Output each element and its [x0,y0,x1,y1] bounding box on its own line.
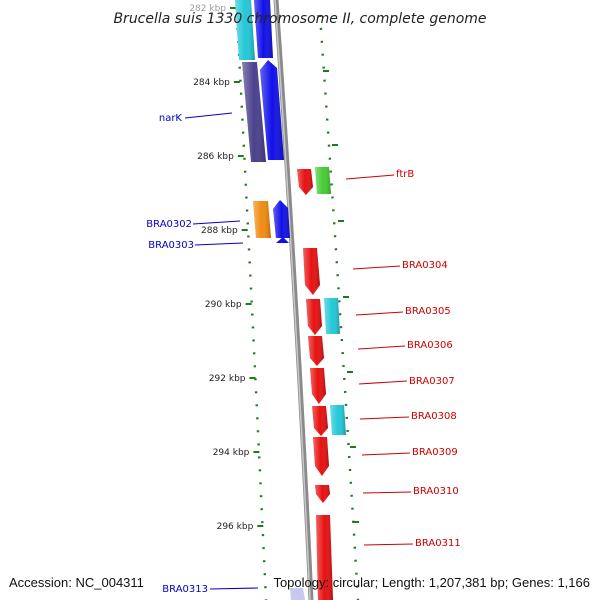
genome-backbone-highlight [274,0,311,600]
scale-tick-label: 290 kbp [205,300,242,310]
gene-labels: narK ftrB BRA0302 BRA0303 BRA0304 BRA030… [146,113,460,595]
gene-label-BRA0305[interactable]: BRA0305 [405,306,451,317]
label-leaders [184,112,414,590]
scale-tick-label: 296 kbp [217,522,254,532]
genome-backbone [273,0,314,600]
gene-label-BRA0313[interactable]: BRA0313 [162,584,208,595]
accession-text: Accession: NC_004311 [9,575,144,590]
forward-strand-features [297,167,346,600]
gene-label-BRA0304[interactable]: BRA0304 [402,260,448,271]
gene-label-BRA0310[interactable]: BRA0310 [413,486,459,497]
scale-tick-label: 288 kbp [201,226,238,236]
gene-BRA0303-tip[interactable] [276,237,289,243]
gene-label-BRA0306[interactable]: BRA0306 [407,340,453,351]
scale-tick-label: 286 kbp [197,152,234,162]
gene-label-BRA0302[interactable]: BRA0302 [146,219,192,230]
outer-ticks [323,70,359,523]
gene-label-BRA0307[interactable]: BRA0307 [409,376,455,387]
scale-tick-label: 294 kbp [213,448,250,458]
scale-ticks: 282 kbp 284 kbp 286 kbp 288 kbp 290 kbp 292 k… [189,4,264,532]
map-title: Brucella suis 1330 chromosome II, comple… [113,11,486,27]
reverse-strand-features [235,0,305,600]
gene-label-BRA0311[interactable]: BRA0311 [415,538,461,549]
gene-label-BRA0309[interactable]: BRA0309 [412,447,458,458]
gene-label-narK[interactable]: narK [159,113,183,124]
scale-tick-label: 292 kbp [209,374,246,384]
genome-summary-text: Topology: circular; Length: 1,207,381 bp… [273,575,590,590]
gene-BRA0313[interactable] [290,588,305,600]
gene-label-BRA0308[interactable]: BRA0308 [411,411,457,422]
scale-tick-label: 284 kbp [193,78,230,88]
scale-tick-label: 282 kbp [189,4,226,14]
gene-label-BRA0303[interactable]: BRA0303 [148,240,194,251]
gene-label-ftrB[interactable]: ftrB [396,169,414,180]
